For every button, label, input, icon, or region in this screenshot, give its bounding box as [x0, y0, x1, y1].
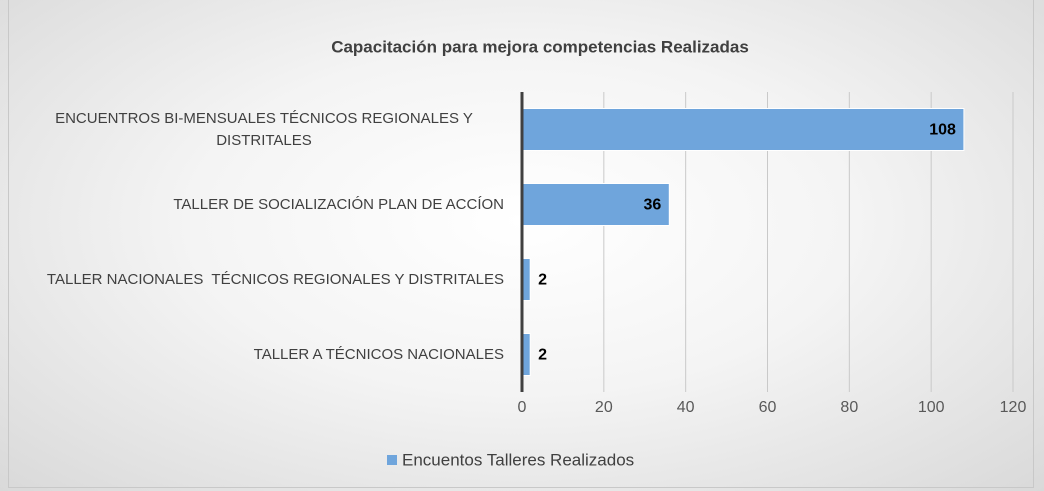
- bar: [521, 108, 965, 151]
- x-tick-label: 20: [595, 399, 613, 416]
- y-tick-label-box: TALLER A TÉCNICOS NACIONALES: [254, 344, 504, 366]
- y-tick-label-box: ENCUENTROS BI-MENSUALES TÉCNICOS REGIONA…: [24, 108, 504, 152]
- x-tick-label: 100: [918, 399, 945, 416]
- y-tick-label-box: TALLER NACIONALES TÉCNICOS REGIONALES Y …: [47, 269, 504, 291]
- y-tick-label: TALLER DE SOCIALIZACIÓN PLAN DE ACCÍON: [173, 195, 504, 213]
- x-tick-label: 60: [759, 399, 777, 416]
- chart-frame: [8, 0, 1034, 488]
- y-tick-label: TALLER A TÉCNICOS NACIONALES: [253, 345, 504, 363]
- x-tick-label: 80: [840, 399, 858, 416]
- y-tick-label: ENCUENTROS BI-MENSUALES TÉCNICOS REGIONA…: [55, 109, 478, 149]
- x-tick-label: 0: [518, 399, 527, 416]
- x-tick-label: 40: [677, 399, 695, 416]
- data-label: 36: [644, 197, 662, 214]
- x-tick-label: 120: [1000, 399, 1027, 416]
- legend-label: Encuentos Talleres Realizados: [402, 450, 634, 469]
- y-tick-label: TALLER NACIONALES TÉCNICOS REGIONALES Y …: [46, 270, 504, 288]
- data-label: 108: [929, 122, 956, 139]
- y-tick-label-box: TALLER DE SOCIALIZACIÓN PLAN DE ACCÍON: [173, 194, 504, 216]
- data-label: 2: [538, 272, 547, 289]
- legend-swatch: [387, 455, 397, 465]
- data-label: 2: [538, 347, 547, 364]
- chart-title: Capacitación para mejora competencias Re…: [331, 37, 749, 56]
